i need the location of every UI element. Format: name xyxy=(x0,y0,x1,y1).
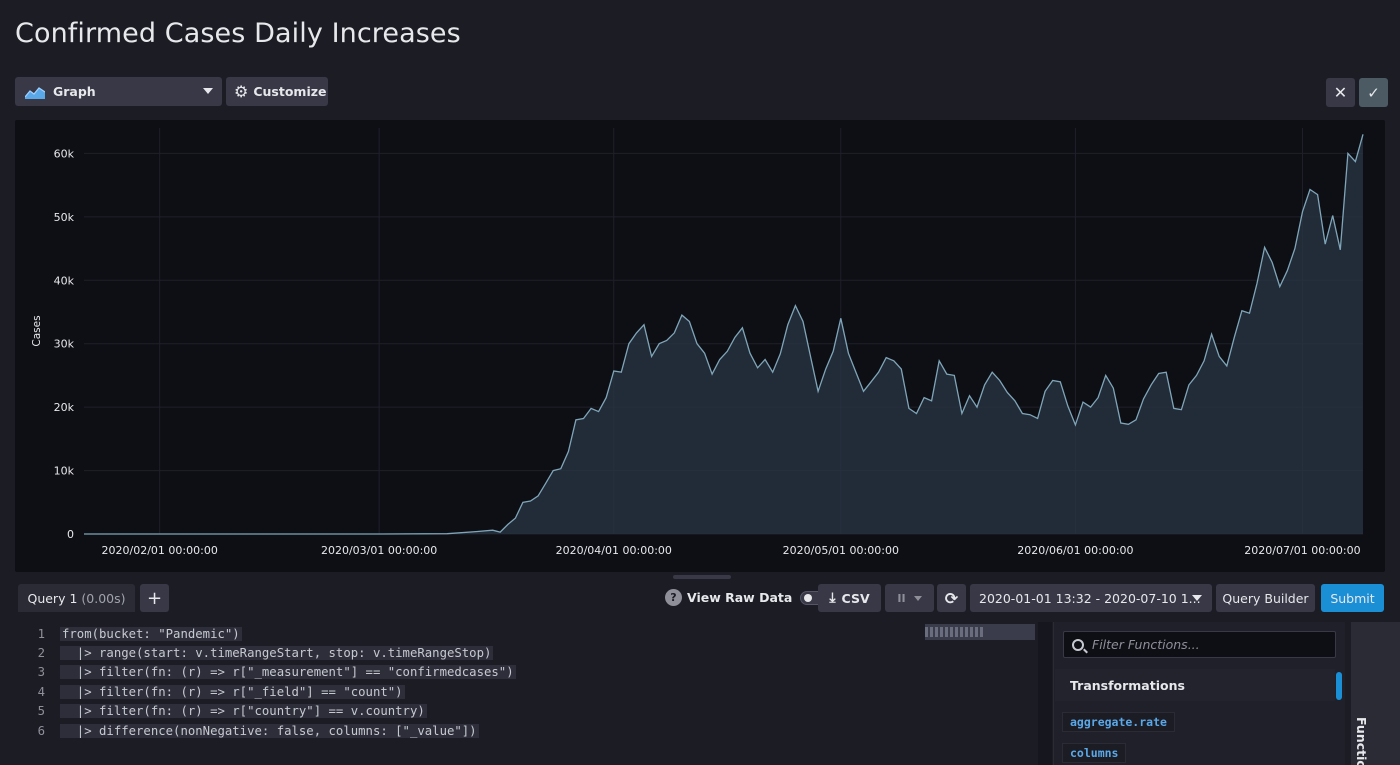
csv-download-button[interactable]: ⤓ CSV xyxy=(818,584,881,612)
functions-side-label: Functio xyxy=(1354,717,1369,765)
confirm-button[interactable]: ✓ xyxy=(1359,78,1388,107)
query-tab-time: (0.00s) xyxy=(81,590,126,606)
filter-functions-search[interactable] xyxy=(1063,631,1336,658)
y-tick-label: 50k xyxy=(54,211,75,224)
view-type-label: Graph xyxy=(53,84,96,99)
chevron-down-icon xyxy=(203,88,213,94)
autorefresh-dropdown[interactable]: II xyxy=(885,584,934,612)
page-title: Confirmed Cases Daily Increases xyxy=(15,18,461,49)
series-area xyxy=(84,134,1363,535)
line-number: 1 xyxy=(37,626,45,641)
flux-editor[interactable]: 1 from(bucket: "Pandemic") 2 |> range(star… xyxy=(15,622,1038,765)
function-category: Transformations xyxy=(1055,669,1335,701)
gear-icon: ⚙ xyxy=(234,81,249,101)
x-tick-label: 2020/04/01 00:00:00 xyxy=(556,544,672,557)
y-tick-label: 20k xyxy=(54,401,75,414)
add-query-button[interactable]: + xyxy=(140,584,169,612)
view-raw-data-toggle[interactable]: ? View Raw Data xyxy=(665,589,827,606)
y-tick-label: 30k xyxy=(54,338,75,351)
graph-icon xyxy=(25,86,45,99)
code-text[interactable]: |> difference(nonNegative: false, column… xyxy=(60,723,479,738)
code-line[interactable]: 5 |> filter(fn: (r) => r["country"] == v… xyxy=(15,702,1015,721)
graph-panel[interactable]: 0 10k 20k 30k 40k 50k 60k 2020/02/01 00:00:00 20… xyxy=(15,120,1385,572)
line-number: 2 xyxy=(37,645,45,660)
query-tab-label: Query 1 xyxy=(27,590,78,606)
y-axis-label: Cases xyxy=(31,315,43,346)
code-text[interactable]: |> filter(fn: (r) => r["country"] == v.c… xyxy=(60,704,427,719)
resize-handle[interactable] xyxy=(673,575,731,579)
download-icon: ⤓ xyxy=(829,590,836,606)
line-number: 4 xyxy=(37,684,45,699)
functions-panel: Transformations aggregate.rate columns xyxy=(1053,622,1345,765)
x-tick-label: 2020/06/01 00:00:00 xyxy=(1017,544,1133,557)
function-item[interactable]: aggregate.rate xyxy=(1062,712,1175,732)
line-number: 6 xyxy=(37,723,45,738)
y-tick-label: 0 xyxy=(67,528,74,541)
filter-functions-input[interactable] xyxy=(1092,637,1322,652)
time-range-label: 2020-01-01 13:32 - 2020-07-10 1... xyxy=(979,590,1201,606)
chevron-down-icon xyxy=(1192,595,1202,601)
y-tick-label: 10k xyxy=(54,465,75,478)
functions-side-tab[interactable]: Functio xyxy=(1351,622,1400,765)
close-icon: ✕ xyxy=(1333,83,1348,102)
chevron-down-icon xyxy=(913,595,922,601)
close-button[interactable]: ✕ xyxy=(1326,78,1355,107)
series-line xyxy=(84,134,1364,535)
csv-label: CSV xyxy=(841,590,870,606)
function-item[interactable]: columns xyxy=(1062,743,1127,763)
view-type-dropdown[interactable]: Graph xyxy=(15,77,222,106)
x-tick-label: 2020/03/01 00:00:00 xyxy=(321,544,437,557)
functions-scrollbar[interactable] xyxy=(1336,672,1342,700)
customize-button[interactable]: ⚙ Customize xyxy=(226,77,328,106)
x-tick-label: 2020/07/01 00:00:00 xyxy=(1244,544,1360,557)
pause-icon: II xyxy=(897,591,906,605)
code-line[interactable]: 1 from(bucket: "Pandemic") xyxy=(15,624,1015,643)
cases-chart[interactable]: 0 10k 20k 30k 40k 50k 60k 2020/02/01 00:00:00 20… xyxy=(15,120,1385,572)
code-line[interactable]: 4 |> filter(fn: (r) => r["_field"] == "c… xyxy=(15,682,1015,701)
refresh-icon: ⟳ xyxy=(944,588,959,608)
check-icon: ✓ xyxy=(1367,83,1380,102)
view-raw-label: View Raw Data xyxy=(687,590,793,605)
time-range-dropdown[interactable]: 2020-01-01 13:32 - 2020-07-10 1... xyxy=(970,584,1212,612)
submit-button[interactable]: Submit xyxy=(1321,584,1384,612)
editor-scrollbar[interactable] xyxy=(1038,622,1052,765)
line-number: 5 xyxy=(37,704,45,719)
search-icon xyxy=(1072,638,1084,651)
code-text[interactable]: from(bucket: "Pandemic") xyxy=(60,626,242,641)
code-text[interactable]: |> range(start: v.timeRangeStart, stop: … xyxy=(60,645,494,660)
editor-minimap[interactable] xyxy=(925,624,1035,640)
help-icon[interactable]: ? xyxy=(665,589,682,606)
code-text[interactable]: |> filter(fn: (r) => r["_measurement"] =… xyxy=(60,665,516,680)
code-line[interactable]: 6 |> difference(nonNegative: false, colu… xyxy=(15,721,1015,740)
refresh-button[interactable]: ⟳ xyxy=(937,584,966,612)
line-number: 3 xyxy=(37,665,45,680)
x-tick-label: 2020/05/01 00:00:00 xyxy=(783,544,899,557)
query-tab[interactable]: Query 1 (0.00s) xyxy=(18,584,135,612)
x-tick-label: 2020/02/01 00:00:00 xyxy=(102,544,218,557)
customize-label: Customize xyxy=(253,84,327,99)
code-line[interactable]: 3 |> filter(fn: (r) => r["_measurement"]… xyxy=(15,663,1015,682)
code-text[interactable]: |> filter(fn: (r) => r["_field"] == "cou… xyxy=(60,684,405,699)
query-builder-button[interactable]: Query Builder xyxy=(1216,584,1315,612)
code-line[interactable]: 2 |> range(start: v.timeRangeStart, stop… xyxy=(15,643,1015,662)
y-tick-label: 40k xyxy=(54,274,75,287)
y-tick-label: 60k xyxy=(54,147,75,160)
